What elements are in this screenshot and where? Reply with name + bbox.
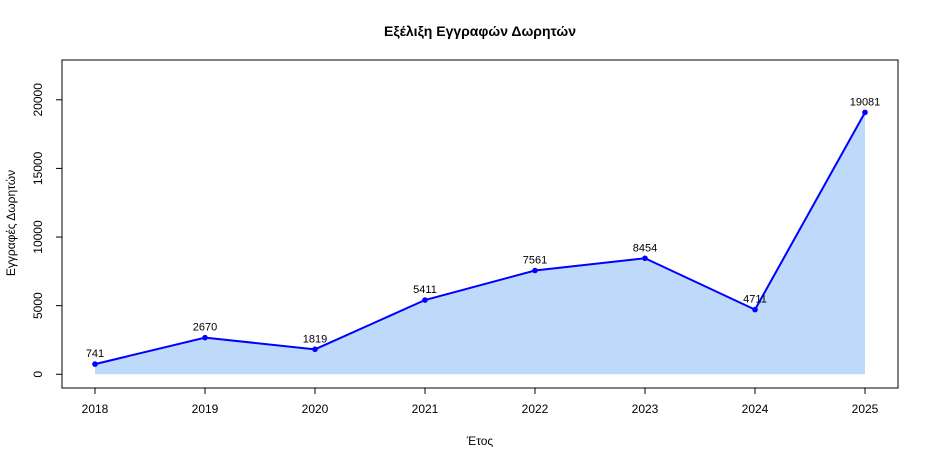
data-point bbox=[752, 306, 758, 313]
x-tick-label: 2021 bbox=[412, 402, 439, 416]
x-axis-label: Έτος bbox=[466, 434, 494, 448]
data-label: 1819 bbox=[303, 333, 327, 345]
x-tick-label: 2018 bbox=[82, 402, 109, 416]
chart-title: Εξέλιξη Εγγραφών Δωρητών bbox=[384, 23, 576, 39]
x-tick-label: 2019 bbox=[192, 402, 219, 416]
data-label: 7561 bbox=[523, 255, 547, 267]
data-label: 2670 bbox=[193, 322, 217, 334]
data-point bbox=[422, 297, 428, 303]
data-label: 741 bbox=[86, 348, 104, 360]
x-tick-label: 2025 bbox=[852, 402, 879, 416]
x-tick-label: 2023 bbox=[632, 402, 659, 416]
y-tick-label: 0 bbox=[31, 371, 45, 378]
x-tick-label: 2024 bbox=[742, 402, 769, 416]
data-point bbox=[202, 334, 208, 341]
data-label: 5411 bbox=[413, 284, 437, 296]
y-axis-label: Εγγραφές Δωρητών bbox=[4, 170, 18, 276]
data-label: 8454 bbox=[633, 242, 657, 254]
data-point bbox=[532, 267, 538, 274]
y-tick-label: 5000 bbox=[31, 292, 45, 319]
y-tick-label: 20000 bbox=[31, 83, 45, 117]
data-label: 19081 bbox=[850, 96, 881, 108]
y-tick-label: 15000 bbox=[31, 151, 45, 185]
y-tick-label: 10000 bbox=[31, 220, 45, 254]
data-point bbox=[862, 109, 868, 116]
plot-area: 741 2670 1819 5411 7561 8454 4711 19081 2018 2019… bbox=[31, 59, 899, 416]
data-point bbox=[312, 346, 318, 353]
plot-frame bbox=[61, 59, 899, 389]
data-point bbox=[642, 255, 648, 262]
x-tick-label: 2022 bbox=[522, 402, 549, 416]
area-fill bbox=[95, 112, 865, 375]
data-label: 4711 bbox=[743, 294, 767, 306]
series-line bbox=[94, 111, 866, 366]
data-point bbox=[92, 361, 98, 367]
x-tick-label: 2020 bbox=[302, 402, 329, 416]
